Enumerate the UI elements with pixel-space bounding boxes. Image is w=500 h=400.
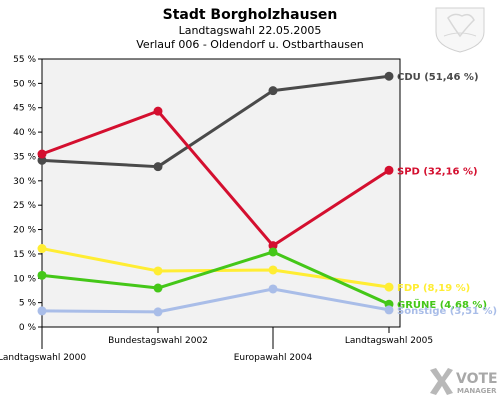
logo-subtext: MANAGER xyxy=(457,387,497,395)
data-point xyxy=(153,266,163,276)
series-end-label: CDU (51,46 %) xyxy=(397,72,479,83)
chart-title: Stadt Borgholzhausen xyxy=(163,7,338,23)
y-tick-label: 0 % xyxy=(19,323,37,333)
y-tick-label: 5 % xyxy=(19,299,37,309)
data-point xyxy=(37,270,47,280)
series-line-grne xyxy=(41,250,390,306)
data-point xyxy=(268,284,278,294)
data-point xyxy=(153,307,163,317)
data-point xyxy=(37,306,47,316)
coat-of-arms-logo xyxy=(435,7,485,53)
data-point xyxy=(268,241,278,251)
y-tick-label: 20 % xyxy=(13,226,36,236)
data-point xyxy=(153,283,163,293)
y-tick-label: 55 % xyxy=(13,55,36,65)
y-tick-label: 40 % xyxy=(13,128,36,138)
data-point xyxy=(268,86,278,96)
data-point xyxy=(37,244,47,254)
y-tick-label: 35 % xyxy=(13,152,36,162)
series-line-spd xyxy=(41,109,390,248)
x-tick-label: Landtagswahl 2000 xyxy=(0,353,86,363)
y-axis: 0 % 5 % 10 % 15 % 20 % 25 % 30 % 35 % 40 % 45 % 50… xyxy=(13,55,42,333)
series-labels: CDU (51,46 %) SPD (32,16 %) FDP (8,19 %) GR… xyxy=(397,72,497,317)
x-axis: Landtagswahl 2000 Bundestagswahl 2002 Euro… xyxy=(0,327,433,363)
series-line-sonstige xyxy=(41,287,390,314)
series-end-label: SPD (32,16 %) xyxy=(397,166,478,177)
chart-subtitle-district: Verlauf 006 - Oldendorf u. Ostbarthausen xyxy=(136,38,364,51)
data-point xyxy=(384,71,394,81)
data-point xyxy=(37,155,47,165)
data-point xyxy=(384,165,394,175)
series-line-cdu xyxy=(41,74,390,169)
series-end-label: Sonstige (3,51 %) xyxy=(397,306,497,317)
data-point xyxy=(37,149,47,159)
logo-text: VOTE xyxy=(456,371,498,387)
y-tick-label: 30 % xyxy=(13,177,36,187)
vote-manager-logo: VOTE MANAGER xyxy=(430,368,498,395)
y-tick-label: 50 % xyxy=(13,79,36,89)
y-tick-label: 45 % xyxy=(13,104,36,114)
data-point xyxy=(268,247,278,257)
y-tick-label: 10 % xyxy=(13,274,36,284)
data-point xyxy=(384,305,394,315)
y-tick-label: 25 % xyxy=(13,201,36,211)
x-tick-label: Europawahl 2004 xyxy=(234,353,313,363)
data-point xyxy=(384,282,394,292)
chart-subtitle-date: Landtagswahl 22.05.2005 xyxy=(179,24,322,37)
y-tick-label: 15 % xyxy=(13,250,36,260)
x-tick-label: Bundestagswahl 2002 xyxy=(108,336,208,346)
plot-area xyxy=(41,58,401,328)
series-end-label: FDP (8,19 %) xyxy=(397,283,470,294)
data-point xyxy=(153,162,163,172)
series-end-label: GRÜNE (4,68 %) xyxy=(397,297,487,311)
x-mark-icon xyxy=(430,368,453,395)
data-point xyxy=(153,106,163,116)
x-tick-label: Landtagswahl 2005 xyxy=(345,336,433,346)
series-lines xyxy=(37,71,394,317)
data-point xyxy=(268,265,278,275)
